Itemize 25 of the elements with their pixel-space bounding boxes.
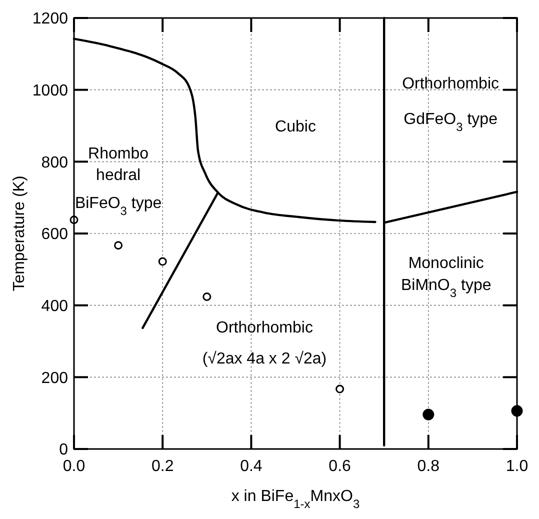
x-tick-label: 1.0 (506, 458, 528, 475)
annotation: GdFeO$_{3}$ type (404, 111, 498, 134)
y-tick-label: 1000 (32, 82, 68, 100)
annotation: Monoclinic (408, 254, 484, 272)
y-tick-label: 0 (59, 442, 68, 459)
annotation: Rhombo (88, 146, 149, 163)
y-tick-label: 800 (41, 154, 68, 172)
annotation: BiMnO$_{3}$ type (400, 276, 492, 300)
y-tick-label: 600 (41, 226, 68, 244)
y-tick-label: 400 (41, 298, 68, 315)
x-tick-label: 0.8 (417, 458, 440, 475)
y-tick-label: 200 (41, 370, 68, 387)
x-tick-label: 0.4 (240, 458, 262, 475)
y-tick-label: 1200 (32, 10, 68, 28)
x-tick-label: 0.6 (328, 458, 352, 475)
x-axis-title: x in BiFe$_{1-x}$MnxO$_{3}$ (231, 488, 360, 511)
annotation: Orthorhombic (402, 75, 500, 92)
annotation: BiFeO$_{3}$ type (74, 195, 162, 218)
annotation: Cubic (275, 118, 316, 136)
annotation: hedral (96, 167, 141, 184)
x-tick-label: 0.2 (151, 458, 174, 475)
annotation: Orthorhombic (216, 320, 313, 337)
x-tick-label: 0.0 (62, 458, 86, 475)
y-axis-title: Temperature (K) (11, 176, 28, 292)
annotation: (√2ax 4a x 2 √2a) (202, 350, 327, 368)
